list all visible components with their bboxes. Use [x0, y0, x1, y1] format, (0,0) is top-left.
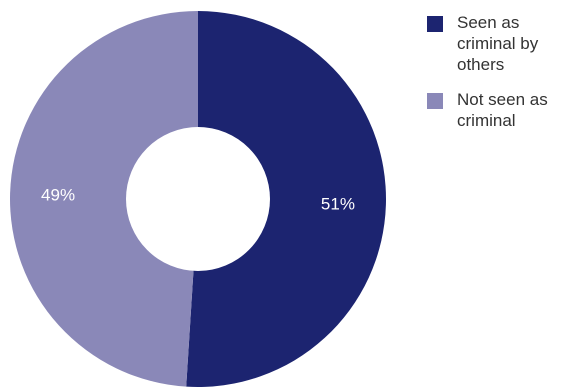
legend: Seen as criminal by others Not seen as c…	[427, 12, 576, 145]
legend-swatch	[427, 93, 443, 109]
donut-hole	[126, 127, 270, 271]
legend-label: Not seen as criminal	[457, 90, 548, 130]
slice-value-label-1: 51%	[321, 194, 355, 213]
legend-swatch	[427, 16, 443, 32]
legend-item-not-seen-as-criminal: Not seen as criminal	[427, 89, 576, 131]
slice-value-label-2: 49%	[41, 186, 75, 205]
legend-item-seen-as-criminal: Seen as criminal by others	[427, 12, 576, 75]
pie-slice-2	[10, 11, 199, 387]
pie-slice-1	[186, 11, 387, 387]
donut-chart: 51% 49%	[10, 11, 387, 387]
legend-label: Seen as criminal by others	[457, 13, 539, 74]
